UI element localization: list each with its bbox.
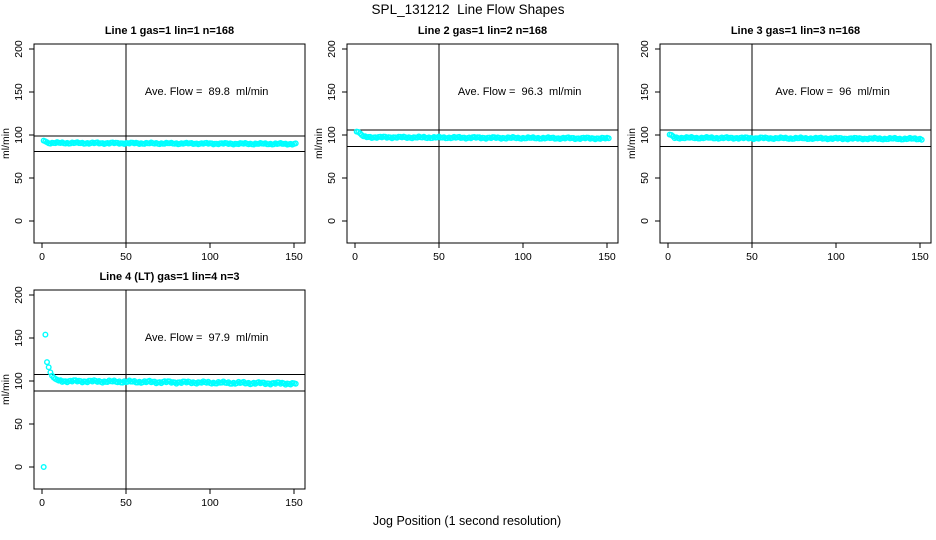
subplot-1-title: Line 1 gas=1 lin=1 n=168 xyxy=(104,25,235,37)
y-tick-label: 200 xyxy=(326,40,338,58)
plot-box xyxy=(659,43,932,244)
x-tick-label: 100 xyxy=(514,251,532,263)
data-point xyxy=(918,136,925,143)
y-tick-label: 100 xyxy=(326,126,338,144)
y-tick-label: 50 xyxy=(13,172,25,184)
y-axis-unit-label: ml/min xyxy=(313,128,325,159)
subplot-3-title: Line 3 gas=1 lin=3 n=168 xyxy=(730,25,861,37)
data-points xyxy=(40,331,299,471)
data-point xyxy=(40,464,47,471)
y-tick-label: 100 xyxy=(639,126,651,144)
y-tick-label: 200 xyxy=(639,40,651,58)
x-tick-label: 50 xyxy=(120,497,132,509)
subplot-2: 0 50 100 150 0 50 100 150 200 ml/min xyxy=(313,40,619,263)
data-point xyxy=(292,140,299,147)
x-tick-label: 0 xyxy=(39,497,45,509)
x-tick-label: 50 xyxy=(433,251,445,263)
subplot-4-ave-flow-annotation: Ave. Flow = 97.9 ml/min xyxy=(144,332,269,344)
y-tick-label: 150 xyxy=(326,83,338,101)
x-tick-label: 0 xyxy=(352,251,358,263)
y-tick-label: 0 xyxy=(326,218,338,224)
data-point xyxy=(45,364,52,371)
plot-box xyxy=(33,289,306,490)
subplot-1-ave-flow-annotation: Ave. Flow = 89.8 ml/min xyxy=(144,86,269,98)
x-tick-label: 100 xyxy=(827,251,845,263)
y-tick-label: 100 xyxy=(13,126,25,144)
subplot-3: 0 50 100 150 0 50 100 150 200 ml/min xyxy=(626,40,932,263)
plot-box xyxy=(346,43,619,244)
y-tick-label: 0 xyxy=(13,464,25,470)
x-tick-label: 150 xyxy=(598,251,616,263)
subplot-3-ave-flow-annotation: Ave. Flow = 96 ml/min xyxy=(775,86,890,98)
y-axis-unit-label: ml/min xyxy=(0,128,12,159)
data-points xyxy=(666,131,925,143)
data-point xyxy=(605,135,612,142)
y-tick-label: 150 xyxy=(13,83,25,101)
figure-title: SPL_131212 Line Flow Shapes xyxy=(371,2,565,17)
x-tick-label: 100 xyxy=(201,497,219,509)
y-tick-label: 0 xyxy=(13,218,25,224)
y-tick-label: 50 xyxy=(639,172,651,184)
y-axis-unit-label: ml/min xyxy=(0,374,12,405)
subplot-2-ave-flow-annotation: Ave. Flow = 96.3 ml/min xyxy=(457,86,582,98)
y-tick-label: 150 xyxy=(13,329,25,347)
y-tick-label: 150 xyxy=(639,83,651,101)
y-tick-label: 200 xyxy=(13,286,25,304)
subplot-4: 0 50 100 150 0 50 100 150 200 ml/min xyxy=(0,286,306,509)
subplot-1: 0 50 100 150 0 50 100 150 200 ml/min xyxy=(0,40,306,263)
y-tick-label: 50 xyxy=(13,418,25,430)
y-axis-unit-label: ml/min xyxy=(626,128,638,159)
data-points xyxy=(353,128,612,143)
y-tick-label: 0 xyxy=(639,218,651,224)
y-tick-label: 200 xyxy=(13,40,25,58)
x-tick-label: 150 xyxy=(285,497,303,509)
subplot-2-title: Line 2 gas=1 lin=2 n=168 xyxy=(417,25,548,37)
x-axis-label: Jog Position (1 second resolution) xyxy=(372,514,562,528)
data-point xyxy=(292,380,299,387)
x-tick-label: 50 xyxy=(746,251,758,263)
subplot-4-title: Line 4 (LT) gas=1 lin=4 n=3 xyxy=(99,271,240,283)
x-tick-label: 150 xyxy=(911,251,929,263)
data-point xyxy=(42,331,49,338)
x-tick-label: 0 xyxy=(39,251,45,263)
plot-box xyxy=(33,43,306,244)
x-tick-label: 0 xyxy=(665,251,671,263)
x-tick-label: 150 xyxy=(285,251,303,263)
x-tick-label: 100 xyxy=(201,251,219,263)
data-points xyxy=(40,137,299,148)
y-tick-label: 100 xyxy=(13,372,25,390)
y-tick-label: 50 xyxy=(326,172,338,184)
data-point xyxy=(44,359,51,366)
x-tick-label: 50 xyxy=(120,251,132,263)
